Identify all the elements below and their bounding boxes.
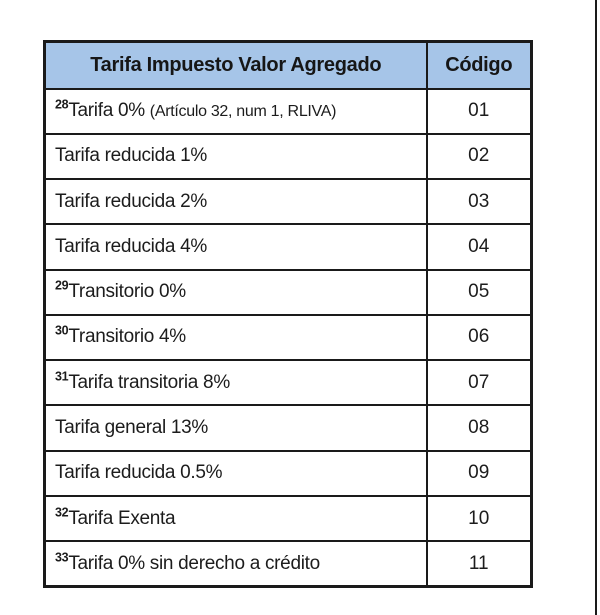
footnote-ref: 29	[55, 278, 69, 293]
table-row: 31Tarifa transitoria 8% 07	[43, 359, 533, 407]
footnote-ref: 32	[55, 505, 69, 520]
codigo-cell: 04	[425, 223, 533, 271]
column-header-codigo: Código	[425, 40, 533, 90]
table-row: 30Transitorio 4% 06	[43, 313, 533, 362]
table-row: Tarifa reducida 4% 04	[43, 223, 533, 271]
tarifa-cell: 30Transitorio 4%	[43, 313, 428, 362]
tarifa-label: Tarifa reducida 4%	[55, 235, 207, 257]
codigo-cell: 08	[425, 404, 533, 452]
column-header-tarifa: Tarifa Impuesto Valor Agregado	[43, 40, 428, 90]
tarifa-label: Tarifa Exenta	[68, 507, 176, 529]
page-border-line	[595, 0, 597, 615]
tarifa-cell: Tarifa reducida 4%	[43, 223, 428, 271]
table-header: Tarifa Impuesto Valor Agregado Código	[43, 40, 533, 90]
tarifa-cell: 31Tarifa transitoria 8%	[43, 359, 428, 407]
table-row: Tarifa reducida 1% 02	[43, 132, 533, 181]
table-row: 29Transitorio 0% 05	[43, 268, 533, 316]
tarifa-cell: Tarifa reducida 1%	[43, 132, 428, 181]
tarifa-cell: 29Transitorio 0%	[43, 268, 428, 316]
table-body: 28Tarifa 0% (Artículo 32, num 1, RLIVA) …	[43, 87, 533, 588]
tarifa-cell: Tarifa reducida 0.5%	[43, 449, 428, 497]
codigo-cell: 06	[425, 313, 533, 362]
tarifa-label: Tarifa general 13%	[55, 416, 209, 438]
tarifa-label: Tarifa reducida 2%	[55, 190, 207, 212]
table-row: Tarifa reducida 0.5% 09	[43, 449, 533, 497]
codigo-cell: 07	[425, 359, 533, 407]
header-row: Tarifa Impuesto Valor Agregado Código	[43, 40, 533, 90]
footnote-ref: 28	[55, 97, 69, 112]
codigo-cell: 01	[425, 87, 533, 135]
tarifa-cell: 28Tarifa 0% (Artículo 32, num 1, RLIVA)	[43, 87, 428, 135]
vat-rate-table: Tarifa Impuesto Valor Agregado Código 28…	[43, 40, 533, 588]
footnote-ref: 31	[55, 369, 69, 384]
codigo-cell: 03	[425, 178, 533, 226]
tarifa-cell: 32Tarifa Exenta	[43, 494, 428, 543]
codigo-cell: 10	[425, 494, 533, 543]
tarifa-label: Tarifa transitoria 8%	[68, 371, 230, 393]
tarifa-label: Transitorio 0%	[68, 281, 186, 303]
table-row: Tarifa general 13% 08	[43, 404, 533, 452]
tarifa-cell: 33Tarifa 0% sin derecho a crédito	[43, 540, 428, 588]
tarifa-cell: Tarifa general 13%	[43, 404, 428, 452]
tarifa-label: Tarifa 0% sin derecho a crédito	[68, 552, 320, 574]
table-row: 28Tarifa 0% (Artículo 32, num 1, RLIVA) …	[43, 87, 533, 135]
table-row: 33Tarifa 0% sin derecho a crédito 11	[43, 540, 533, 588]
tarifa-label: Transitorio 4%	[68, 326, 186, 348]
codigo-cell: 11	[425, 540, 533, 588]
codigo-cell: 05	[425, 268, 533, 316]
footnote-ref: 33	[55, 550, 69, 565]
table-row: 32Tarifa Exenta 10	[43, 494, 533, 543]
tarifa-cell: Tarifa reducida 2%	[43, 178, 428, 226]
codigo-cell: 02	[425, 132, 533, 181]
codigo-cell: 09	[425, 449, 533, 497]
tarifa-note: (Artículo 32, num 1, RLIVA)	[149, 103, 337, 121]
table-row: Tarifa reducida 2% 03	[43, 178, 533, 226]
tarifa-label: Tarifa 0%	[68, 100, 150, 122]
tarifa-label: Tarifa reducida 1%	[55, 145, 207, 167]
footnote-ref: 30	[55, 324, 69, 339]
tarifa-label: Tarifa reducida 0.5%	[55, 462, 223, 484]
